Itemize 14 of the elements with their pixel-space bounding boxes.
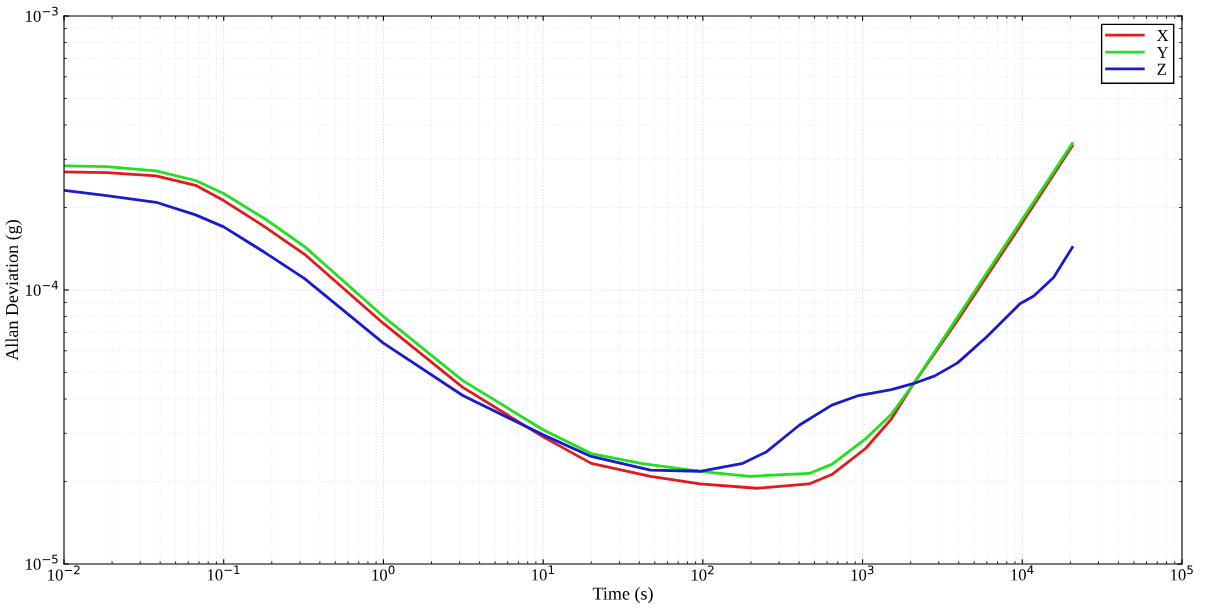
legend-label: Z [1157, 63, 1166, 75]
legend-label: X [1157, 30, 1169, 41]
x-tick-label: 10$^{2}$ [691, 565, 714, 581]
y-axis-title: Allan Deviation (g) [5, 220, 22, 361]
x-tick-label: 10$^{5}$ [1171, 565, 1193, 581]
x-tick-label: 10$^{3}$ [851, 565, 874, 581]
x-axis-title: Time (s) [592, 586, 653, 604]
x-tick-label: 10$^{0}$ [372, 565, 395, 581]
x-tick-label: 10$^{4}$ [1011, 565, 1034, 581]
x-tick-label: 10$^{−1}$ [207, 565, 240, 581]
y-tick-label: 10$^{−3}$ [26, 6, 58, 22]
y-tick-label: 10$^{−4}$ [26, 280, 59, 296]
x-tick-label: 10$^{1}$ [532, 565, 554, 581]
legend-label: Y [1156, 46, 1169, 58]
